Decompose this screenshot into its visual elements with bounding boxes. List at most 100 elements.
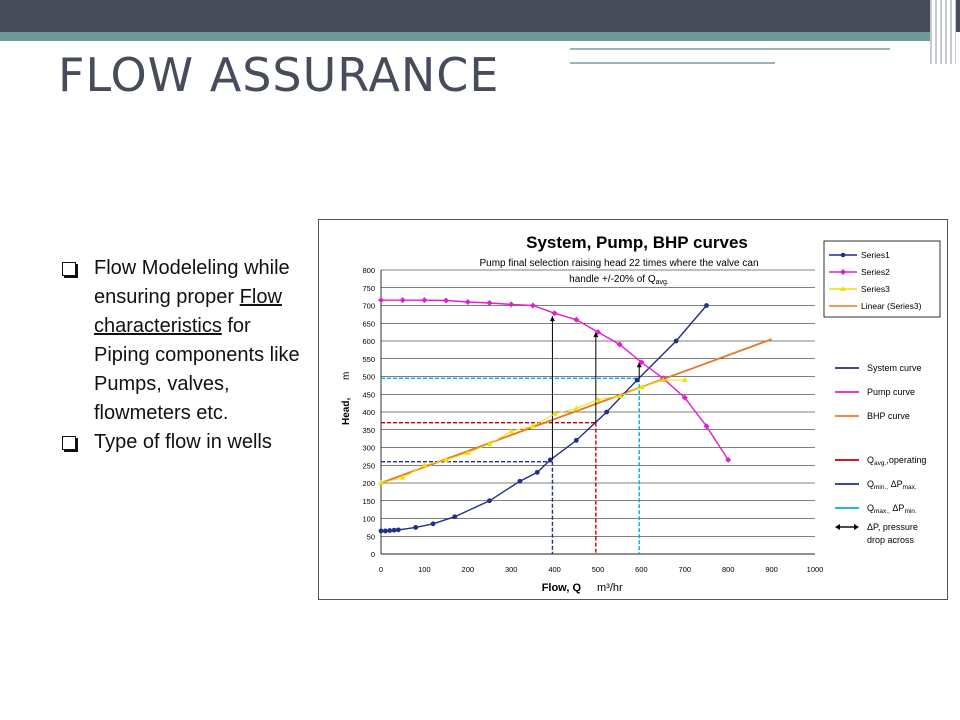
legend-label: ΔP, pressure <box>867 522 918 532</box>
data-point <box>616 341 623 348</box>
x-tick-label: 800 <box>722 565 735 574</box>
chart-title: System, Pump, BHP curves <box>526 233 748 252</box>
data-point <box>452 514 458 520</box>
x-tick-label: 600 <box>635 565 648 574</box>
data-point <box>421 462 428 468</box>
checkbox-bullet-icon <box>62 262 76 276</box>
y-tick-label: 200 <box>362 479 375 488</box>
bullet-text: Type of flow in wells <box>94 431 272 453</box>
y-tick-label: 500 <box>362 373 375 382</box>
data-point <box>508 428 515 434</box>
chart-subtitle: Pump final selection raising head 22 tim… <box>479 258 758 269</box>
y-tick-label: 300 <box>362 444 375 453</box>
header-accent-stripe <box>0 32 930 41</box>
y-tick-label: 100 <box>362 515 375 524</box>
data-point <box>573 316 580 323</box>
bullet-text: Flow Modeleling while ensuring proper <box>94 257 290 308</box>
data-point <box>486 440 493 446</box>
x-tick-label: 300 <box>505 565 518 574</box>
y-axis-unit: m <box>341 372 352 380</box>
x-tick-label: 500 <box>592 565 605 574</box>
x-axis-unit: m³/hr <box>597 582 623 594</box>
y-tick-label: 650 <box>362 319 375 328</box>
data-point <box>604 409 610 415</box>
y-axis-label: Head, <box>341 398 352 425</box>
x-tick-label: 0 <box>379 565 383 574</box>
series-line <box>380 379 685 484</box>
data-point <box>395 527 401 533</box>
legend: Series1 Series2 Series3 Linear (Series3) Sys… <box>823 240 941 545</box>
data-point <box>391 527 397 533</box>
y-tick-label: 800 <box>362 266 375 275</box>
chart-subtitle-2: handle +/-20% of Qavg. <box>569 274 669 286</box>
y-tick-label: 600 <box>362 337 375 346</box>
legend-label: Series1 <box>861 250 890 260</box>
data-point <box>517 478 523 484</box>
subtitle-2-text: handle +/-20% of Q <box>569 274 656 285</box>
bullet-item: Flow Modeleling while ensuring proper Fl… <box>60 254 310 428</box>
legend-label: System curve <box>867 363 922 373</box>
data-point <box>443 297 450 304</box>
legend-label: Qmin., ΔPmax. <box>867 479 917 491</box>
y-tick-label: 50 <box>367 532 375 541</box>
data-point <box>725 456 732 463</box>
data-point <box>595 396 601 402</box>
data-point <box>616 393 623 399</box>
y-tick-label: 250 <box>362 461 375 470</box>
legend-label: Qmax., ΔPmin. <box>867 503 917 515</box>
x-tick-label: 900 <box>765 565 778 574</box>
data-point <box>595 329 601 336</box>
data-point <box>378 528 384 534</box>
series-lines <box>380 299 772 554</box>
data-point <box>660 377 667 383</box>
data-point <box>378 297 384 304</box>
data-point <box>534 469 540 475</box>
legend-arrow-head <box>854 524 859 530</box>
series-markers <box>378 297 732 534</box>
data-point <box>551 310 558 317</box>
data-point <box>387 528 393 533</box>
gridlines <box>381 269 815 555</box>
header-rule-short <box>570 62 775 64</box>
y-tick-label: 550 <box>362 355 375 364</box>
chart-panel: System, Pump, BHP curves Pump final sele… <box>318 219 948 600</box>
data-point <box>430 521 436 527</box>
x-axis-label: Flow, Q <box>542 582 582 594</box>
checkbox-bullet-icon <box>62 436 76 450</box>
chart-svg: System, Pump, BHP curves Pump final sele… <box>341 233 941 594</box>
x-tick-label: 200 <box>462 565 475 574</box>
data-point <box>508 301 515 308</box>
data-point <box>673 338 679 344</box>
header-rule <box>570 48 890 50</box>
data-point <box>464 449 471 455</box>
x-tick-label: 400 <box>548 565 561 574</box>
y-tick-label: 750 <box>362 284 375 293</box>
data-point <box>547 457 553 463</box>
arrow-head <box>593 332 599 338</box>
legend-label: Series2 <box>861 267 890 277</box>
subtitle-2-sub: avg. <box>656 279 669 286</box>
data-point <box>681 394 688 401</box>
y-tick-label: 700 <box>362 302 375 311</box>
data-point <box>487 498 492 504</box>
data-point <box>551 410 558 416</box>
data-point <box>399 297 406 304</box>
data-point <box>464 298 471 305</box>
x-tick-label: 100 <box>418 565 431 574</box>
legend-label: Pump curve <box>867 387 915 397</box>
data-point <box>529 302 536 309</box>
arrow-head <box>549 316 555 322</box>
data-point <box>573 438 579 443</box>
data-point <box>378 480 384 485</box>
axes: 0 50 100 150 200 250 300 350 400 450 500 550 600 650 7… <box>362 266 823 574</box>
data-point <box>413 524 419 530</box>
data-point <box>638 359 645 366</box>
legend-label: Series3 <box>861 284 890 294</box>
data-point <box>382 528 388 534</box>
data-point <box>703 423 710 430</box>
slide-title: FLOW ASSURANCE <box>58 48 500 102</box>
legend-marker <box>840 269 846 275</box>
legend-marker <box>840 252 846 258</box>
legend-marker <box>840 286 846 291</box>
legend-arrow-head <box>835 524 840 530</box>
